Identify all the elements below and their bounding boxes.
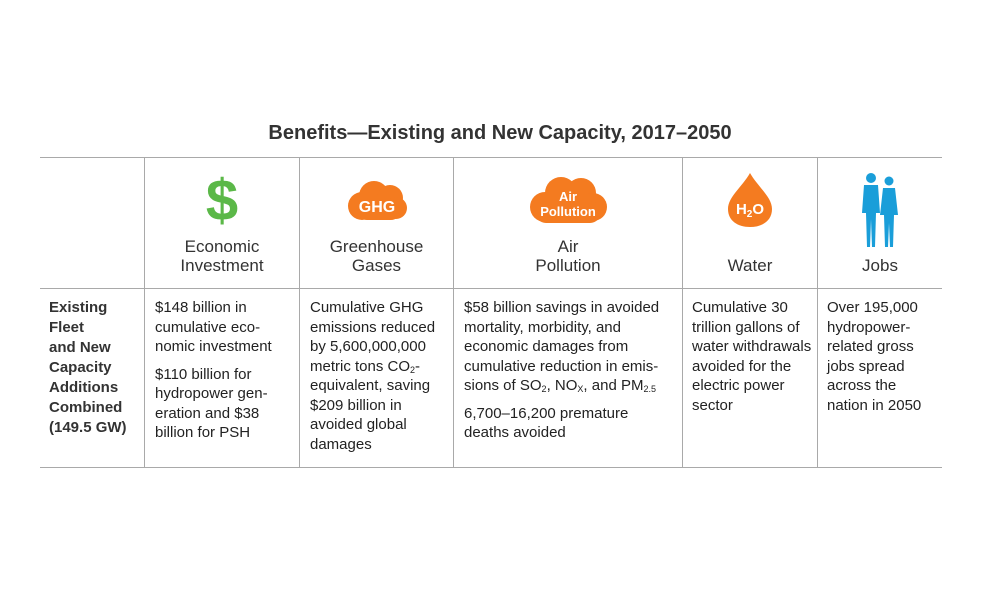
column-header-water: H2O Water — [683, 157, 817, 289]
column-header-label: Economic Investment — [180, 237, 264, 275]
cell-water: Cumulative 30 trillion gallons of water … — [692, 299, 812, 414]
air-pollution-cloud-icon: Air Pollution — [454, 175, 682, 227]
svg-text:GHG: GHG — [358, 199, 394, 216]
column-divider — [144, 157, 145, 468]
column-divider — [453, 157, 454, 468]
top-rule — [40, 157, 942, 158]
header-rule — [40, 288, 942, 289]
column-divider — [299, 157, 300, 468]
column-header-label: Greenhouse Gases — [329, 237, 424, 275]
ghg-cloud-icon: GHG — [300, 175, 453, 227]
water-drop-icon: H2O — [683, 171, 817, 229]
cell-jobs: Over 195,000 hydropower-related gross jo… — [827, 299, 922, 414]
column-header-ghg: GHG Greenhouse Gases — [300, 157, 453, 289]
column-divider — [817, 157, 818, 468]
cell-economic: $148 billion in cumulative eco­nomic inv… — [155, 299, 272, 441]
column-divider — [682, 157, 683, 468]
table-title: Benefits—Existing and New Capacity, 2017… — [268, 122, 732, 144]
column-header-label: Jobs — [862, 256, 898, 275]
column-header-jobs: Jobs — [818, 157, 942, 289]
column-header-label: Air Pollution — [535, 237, 601, 275]
dollar-sign-icon: $ — [205, 168, 239, 233]
people-icon — [818, 171, 942, 251]
svg-text:H2O: H2O — [736, 201, 764, 220]
column-header-air-pollution: Air Pollution Air Pollution — [454, 157, 682, 289]
row-header: Existing Fleet and New Capacity Addition… — [49, 299, 127, 436]
bottom-rule — [40, 467, 942, 468]
column-header-economic: $ Economic Investment — [145, 157, 299, 289]
svg-text:Air: Air — [559, 189, 577, 204]
svg-text:Pollution: Pollution — [540, 204, 596, 219]
cell-ghg: Cumulative GHG emissions reduced by 5,60… — [310, 299, 436, 453]
column-header-label: Water — [727, 256, 773, 275]
cell-air-pollution: $58 billion savings in avoided mortality… — [464, 299, 660, 441]
